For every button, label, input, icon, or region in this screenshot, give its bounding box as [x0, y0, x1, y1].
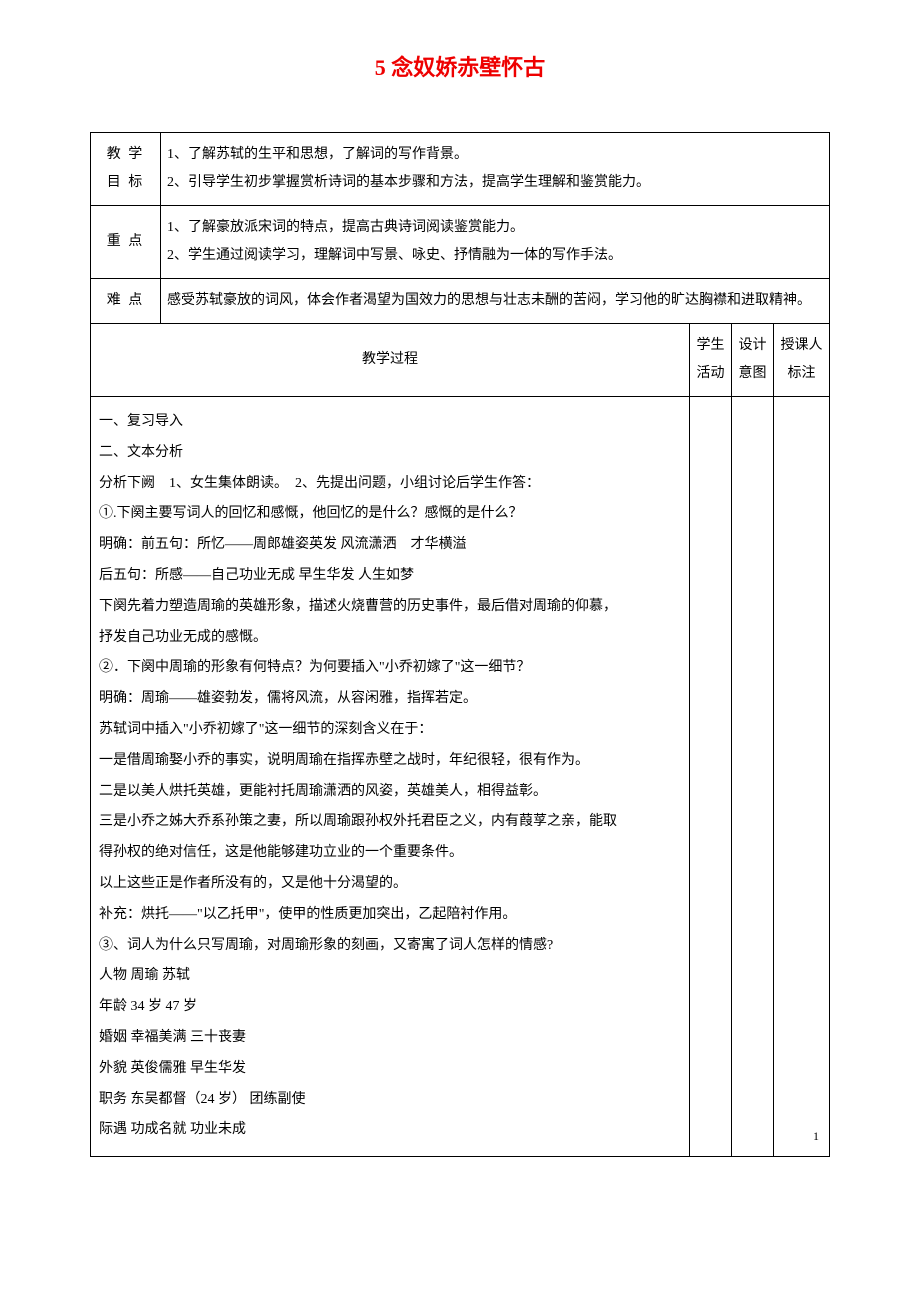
difficulty-label: 难 点 — [91, 279, 161, 324]
content-line: ①.下阕主要写词人的回忆和感慨，他回忆的是什么？感慨的是什么？ — [99, 499, 681, 530]
focus-row: 重 点 1、了解豪放派宋词的特点，提高古典诗词阅读鉴赏能力。 2、学生通过阅读学… — [91, 206, 830, 279]
content-line: 际遇 功成名就 功业未成 — [99, 1115, 681, 1146]
goal-content: 1、了解苏轼的生平和思想，了解词的写作背景。 2、引导学生初步掌握赏析诗词的基本… — [161, 133, 830, 206]
content-line: 明确：周瑜——雄姿勃发，儒将风流，从容闲雅，指挥若定。 — [99, 684, 681, 715]
col-activity: 学生 活动 — [690, 324, 732, 397]
process-header-row: 教学过程 学生 活动 设计 意图 授课人 标注 — [91, 324, 830, 397]
content-line: ②．下阕中周瑜的形象有何特点？为何要插入"小乔初嫁了"这一细节？ — [99, 653, 681, 684]
focus-content: 1、了解豪放派宋词的特点，提高古典诗词阅读鉴赏能力。 2、学生通过阅读学习，理解… — [161, 206, 830, 279]
content-line: 外貌 英俊儒雅 早生华发 — [99, 1054, 681, 1085]
note-cell: 1 — [774, 397, 830, 1157]
activity-cell — [690, 397, 732, 1157]
content-line: 职务 东吴都督（24 岁） 团练副使 — [99, 1085, 681, 1116]
goal-label: 教 学 目 标 — [91, 133, 161, 206]
intent-cell — [732, 397, 774, 1157]
content-line: 以上这些正是作者所没有的，又是他十分渴望的。 — [99, 869, 681, 900]
process-label: 教学过程 — [91, 324, 690, 397]
content-line: 婚姻 幸福美满 三十丧妻 — [99, 1023, 681, 1054]
content-line: 得孙权的绝对信任，这是他能够建功立业的一个重要条件。 — [99, 838, 681, 869]
goal-row: 教 学 目 标 1、了解苏轼的生平和思想，了解词的写作背景。 2、引导学生初步掌… — [91, 133, 830, 206]
difficulty-content: 感受苏轼豪放的词风，体会作者渴望为国效力的思想与壮志未酬的苦闷，学习他的旷达胸襟… — [161, 279, 830, 324]
content-line: 苏轼词中插入"小乔初嫁了"这一细节的深刻含义在于： — [99, 715, 681, 746]
content-line: ③、词人为什么只写周瑜，对周瑜形象的刻画，又寄寓了词人怎样的情感? — [99, 931, 681, 962]
content-line: 明确：前五句：所忆——周郎雄姿英发 风流潇洒 才华横溢 — [99, 530, 681, 561]
content-line: 补充：烘托——"以乙托甲"，使甲的性质更加突出，乙起陪衬作用。 — [99, 900, 681, 931]
page-title: 5 念奴娇赤壁怀古 — [90, 50, 830, 82]
content-line: 年龄 34 岁 47 岁 — [99, 992, 681, 1023]
content-line: 二是以美人烘托英雄，更能衬托周瑜潇洒的风姿，英雄美人，相得益彰。 — [99, 777, 681, 808]
lesson-plan-table: 教 学 目 标 1、了解苏轼的生平和思想，了解词的写作背景。 2、引导学生初步掌… — [90, 132, 830, 1157]
content-line: 分析下阙 1、女生集体朗读。 2、先提出问题，小组讨论后学生作答： — [99, 469, 681, 500]
content-line: 后五句：所感——自己功业无成 早生华发 人生如梦 — [99, 561, 681, 592]
difficulty-row: 难 点 感受苏轼豪放的词风，体会作者渴望为国效力的思想与壮志未酬的苦闷，学习他的… — [91, 279, 830, 324]
content-line: 一是借周瑜娶小乔的事实，说明周瑜在指挥赤壁之战时，年纪很轻，很有作为。 — [99, 746, 681, 777]
content-line: 抒发自己功业无成的感慨。 — [99, 623, 681, 654]
content-line: 人物 周瑜 苏轼 — [99, 961, 681, 992]
col-intent: 设计 意图 — [732, 324, 774, 397]
content-line: 三是小乔之姊大乔系孙策之妻，所以周瑜跟孙权外托君臣之义，内有葭莩之亲，能取 — [99, 807, 681, 838]
focus-label: 重 点 — [91, 206, 161, 279]
content-cell: 一、复习导入二、文本分析分析下阙 1、女生集体朗读。 2、先提出问题，小组讨论后… — [91, 397, 690, 1157]
col-note: 授课人 标注 — [774, 324, 830, 397]
content-line: 一、复习导入 — [99, 407, 681, 438]
page-number: 1 — [780, 1124, 823, 1148]
content-line: 下阕先着力塑造周瑜的英雄形象，描述火烧曹营的历史事件，最后借对周瑜的仰慕， — [99, 592, 681, 623]
content-line: 二、文本分析 — [99, 438, 681, 469]
content-row: 一、复习导入二、文本分析分析下阙 1、女生集体朗读。 2、先提出问题，小组讨论后… — [91, 397, 830, 1157]
